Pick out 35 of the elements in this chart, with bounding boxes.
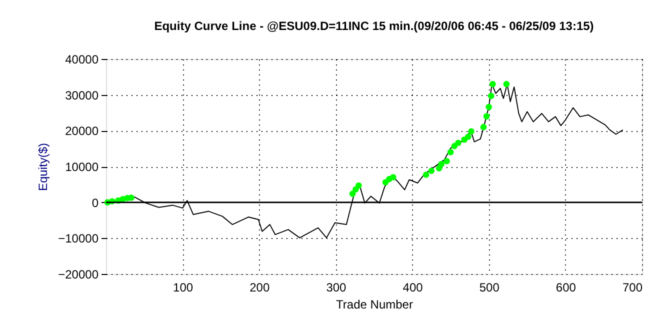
point xyxy=(503,80,510,88)
y-tick-label: 20000 xyxy=(65,124,99,138)
y-tick-label: 40000 xyxy=(65,52,99,66)
y-tick-label: −10000 xyxy=(58,232,99,246)
point xyxy=(438,160,445,168)
y-tick-label: 0 xyxy=(92,196,99,210)
x-axis-title: Trade Number xyxy=(336,298,413,312)
point xyxy=(444,158,450,164)
x-tick-label: 200 xyxy=(250,280,270,294)
point xyxy=(480,124,487,130)
point xyxy=(422,172,430,178)
y-tick-label: −20000 xyxy=(58,268,99,282)
x-tick-label: 500 xyxy=(479,280,500,294)
point xyxy=(356,182,362,189)
point xyxy=(349,190,356,197)
x-tick-label: 100 xyxy=(173,280,194,294)
point xyxy=(382,179,389,186)
y-tick-label: 30000 xyxy=(65,88,99,102)
point xyxy=(447,149,454,156)
point xyxy=(483,113,490,120)
chart-title: Equity Curve Line - @ESU09.D=11INC 15 min.(09/20/06 06:45 - 06/25/09 13:15) xyxy=(154,19,594,33)
x-tick-label: 600 xyxy=(556,280,576,294)
x-tick-label: 300 xyxy=(326,280,347,294)
y-axis-title: Equity($) xyxy=(36,142,50,192)
point xyxy=(468,128,474,135)
point xyxy=(428,168,435,174)
point xyxy=(488,92,494,100)
point xyxy=(486,104,492,110)
point xyxy=(390,174,396,180)
y-tick-label: 10000 xyxy=(65,160,99,174)
x-tick-label: 400 xyxy=(402,280,424,294)
point xyxy=(490,80,496,88)
point xyxy=(465,134,472,140)
x-tick-label: 700 xyxy=(622,280,643,294)
point xyxy=(455,140,462,146)
